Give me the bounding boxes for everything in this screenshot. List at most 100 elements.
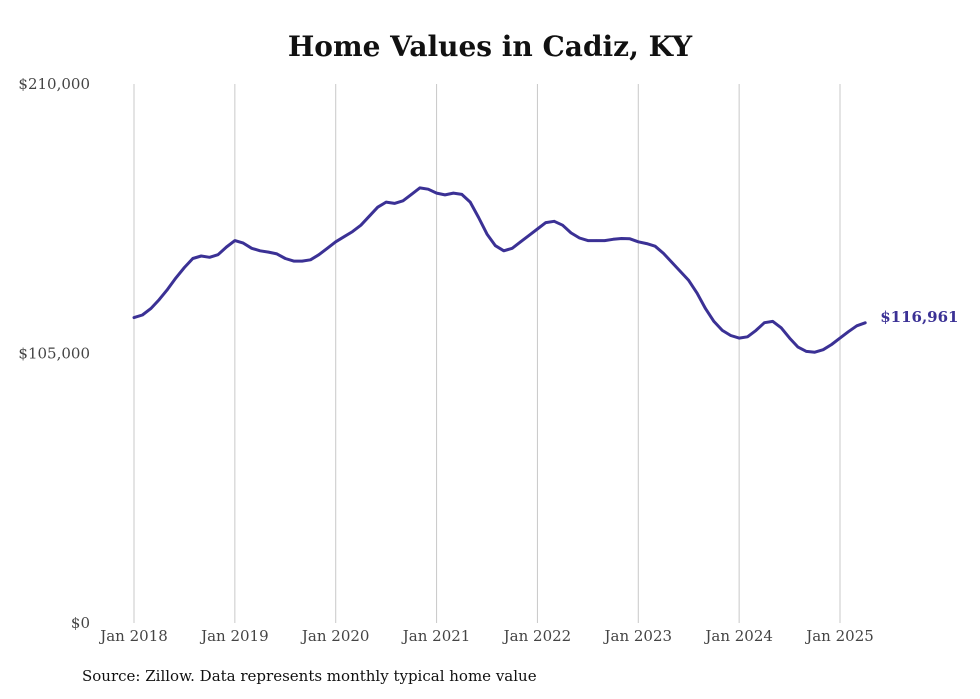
chart-title: Home Values in Cadiz, KY bbox=[287, 30, 693, 63]
vertical-gridlines bbox=[133, 84, 841, 623]
y-tick-label: $0 bbox=[71, 614, 90, 632]
data-point bbox=[418, 186, 421, 190]
data-point bbox=[779, 326, 783, 330]
data-point bbox=[536, 227, 539, 231]
data-point bbox=[258, 249, 262, 253]
data-point bbox=[637, 240, 640, 244]
data-point bbox=[704, 307, 707, 310]
data-point bbox=[838, 336, 842, 340]
data-point bbox=[561, 223, 564, 227]
x-tick-label: Jan 2019 bbox=[199, 627, 269, 645]
x-tick-label: Jan 2018 bbox=[98, 627, 168, 645]
data-point bbox=[721, 329, 724, 332]
x-axis-tick-labels: Jan 2018 Jan 2019 Jan 2020 Jan 2021 Jan 2022… bbox=[98, 627, 874, 645]
data-point bbox=[384, 200, 388, 204]
data-point bbox=[813, 351, 816, 354]
data-point bbox=[687, 279, 690, 282]
data-point bbox=[653, 245, 657, 248]
data-point bbox=[300, 259, 304, 263]
source-note: Source: Zillow. Data represents monthly … bbox=[82, 667, 537, 685]
data-point bbox=[141, 313, 144, 317]
data-point bbox=[712, 320, 716, 323]
data-point bbox=[149, 307, 153, 310]
data-point bbox=[511, 247, 514, 250]
data-point bbox=[746, 335, 749, 339]
data-point bbox=[233, 239, 237, 242]
data-point bbox=[191, 257, 195, 260]
y-axis-tick-labels: $0 $105,000 $210,000 bbox=[18, 75, 90, 632]
data-point bbox=[628, 237, 632, 240]
data-point bbox=[435, 191, 438, 195]
data-point bbox=[208, 256, 211, 259]
data-point bbox=[586, 239, 590, 242]
data-point bbox=[401, 199, 405, 202]
data-point bbox=[578, 236, 581, 240]
data-point bbox=[326, 247, 329, 250]
data-point bbox=[132, 316, 136, 319]
data-point bbox=[855, 324, 859, 327]
data-point bbox=[805, 350, 808, 353]
data-point bbox=[334, 240, 337, 244]
data-point bbox=[679, 270, 682, 273]
data-point bbox=[216, 253, 220, 256]
data-point bbox=[267, 250, 270, 254]
data-point bbox=[788, 336, 791, 340]
data-point bbox=[519, 240, 522, 244]
data-point bbox=[670, 261, 674, 264]
data-point bbox=[309, 258, 312, 262]
data-point bbox=[174, 276, 178, 279]
end-value-label: $116,961 bbox=[880, 308, 958, 326]
data-point bbox=[830, 343, 833, 346]
data-point bbox=[468, 200, 472, 204]
data-point bbox=[494, 244, 497, 247]
data-point bbox=[460, 193, 463, 196]
data-point bbox=[611, 238, 615, 241]
data-point bbox=[485, 232, 489, 236]
data-point bbox=[284, 257, 287, 260]
data-point bbox=[376, 206, 379, 209]
data-point bbox=[603, 239, 606, 242]
data-point bbox=[351, 230, 354, 233]
data-point bbox=[200, 254, 203, 258]
data-point bbox=[359, 223, 363, 227]
data-point bbox=[569, 231, 573, 235]
data-point bbox=[292, 259, 295, 263]
x-tick-label: Jan 2022 bbox=[502, 627, 572, 645]
data-point bbox=[183, 266, 186, 269]
data-point bbox=[410, 193, 413, 196]
data-point bbox=[225, 245, 228, 249]
series-line-group bbox=[132, 186, 867, 354]
data-point bbox=[763, 321, 766, 324]
x-tick-label: Jan 2025 bbox=[804, 627, 874, 645]
data-point bbox=[645, 242, 648, 245]
data-point bbox=[368, 214, 371, 218]
data-point bbox=[796, 345, 800, 349]
x-tick-label: Jan 2024 bbox=[703, 627, 773, 645]
data-point bbox=[695, 291, 699, 295]
data-point bbox=[317, 253, 321, 256]
series-points bbox=[132, 186, 867, 354]
data-point bbox=[737, 336, 741, 340]
data-point bbox=[553, 220, 556, 223]
x-tick-label: Jan 2021 bbox=[401, 627, 471, 645]
data-point bbox=[242, 241, 245, 245]
data-point bbox=[250, 247, 253, 250]
data-point bbox=[729, 334, 732, 337]
data-point bbox=[342, 235, 346, 238]
data-point bbox=[595, 239, 598, 242]
data-point bbox=[477, 216, 480, 219]
data-point bbox=[771, 320, 774, 323]
data-point bbox=[527, 234, 531, 237]
data-point bbox=[443, 193, 447, 197]
x-tick-label: Jan 2020 bbox=[300, 627, 370, 645]
data-point bbox=[662, 252, 665, 255]
y-tick-label: $210,000 bbox=[18, 75, 90, 93]
data-point bbox=[275, 252, 279, 256]
data-point bbox=[544, 221, 548, 224]
x-tick-label: Jan 2023 bbox=[603, 627, 673, 645]
data-point bbox=[864, 321, 867, 325]
y-tick-label: $105,000 bbox=[18, 345, 90, 363]
data-point bbox=[502, 249, 506, 253]
data-point bbox=[426, 188, 430, 191]
